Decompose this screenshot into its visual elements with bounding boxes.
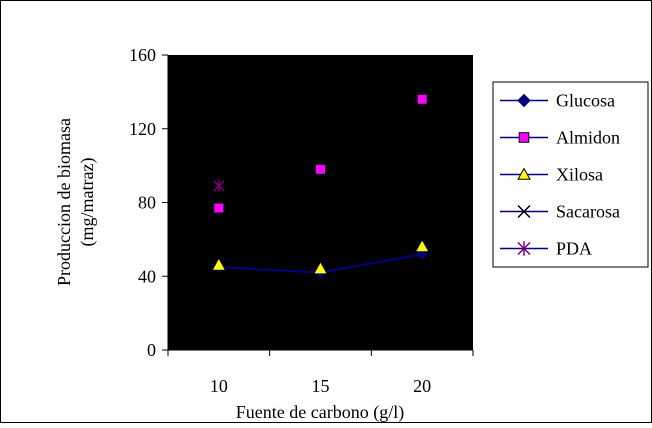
legend-label-xilosa: Xilosa <box>556 165 603 185</box>
y-tick-label: 120 <box>129 119 156 139</box>
legend-item-sacarosa: Sacarosa <box>500 202 620 222</box>
series-layer <box>212 94 429 279</box>
data-point-almidon <box>417 94 427 104</box>
y-tick-label: 160 <box>129 45 156 65</box>
legend: Glucosa Almidon Xilosa Sacarosa PDA <box>500 91 620 259</box>
legend-label-almidon: Almidon <box>556 128 620 148</box>
legend-marker-pda <box>517 241 531 256</box>
legend-marker-almidon <box>518 132 530 143</box>
y-tick-label: 0 <box>147 340 156 360</box>
data-point-pda <box>213 179 225 192</box>
legend-label-sacarosa: Sacarosa <box>556 202 620 222</box>
data-point-xilosa <box>416 240 429 252</box>
series-almidon <box>214 94 427 213</box>
x-tick-label: 15 <box>312 376 330 396</box>
legend-label-pda: PDA <box>556 239 592 259</box>
y-tick-label: 40 <box>138 266 156 286</box>
legend-marker-xilosa <box>517 167 531 180</box>
legend-item-almidon: Almidon <box>500 128 620 148</box>
x-tick-label: 20 <box>413 376 431 396</box>
legend-marker-glucosa <box>517 93 531 108</box>
ticks-layer: 0 40 80 120 160 10 15 20 <box>129 45 474 396</box>
series-pda <box>213 179 225 192</box>
data-point-xilosa <box>212 259 225 270</box>
legend-item-pda: PDA <box>500 239 592 259</box>
data-point-almidon <box>214 203 224 213</box>
plot-area <box>168 55 473 350</box>
y-axis-label-unit: (mg/matraz) <box>77 158 98 247</box>
legend-item-glucosa: Glucosa <box>500 91 615 111</box>
legend-item-xilosa: Xilosa <box>500 165 603 185</box>
series-xilosa <box>212 240 429 274</box>
legend-label-glucosa: Glucosa <box>556 91 615 111</box>
data-point-almidon <box>316 164 325 174</box>
data-point-xilosa <box>314 262 327 274</box>
x-tick-label: 10 <box>210 376 228 396</box>
legend-marker-sacarosa <box>517 204 531 219</box>
y-tick-label: 80 <box>138 193 156 213</box>
x-axis-label: Fuente de carbono (g/l) <box>236 402 404 423</box>
y-axis-label: Produccion de biomasa <box>54 118 74 286</box>
data-point-glucosa <box>416 248 428 260</box>
